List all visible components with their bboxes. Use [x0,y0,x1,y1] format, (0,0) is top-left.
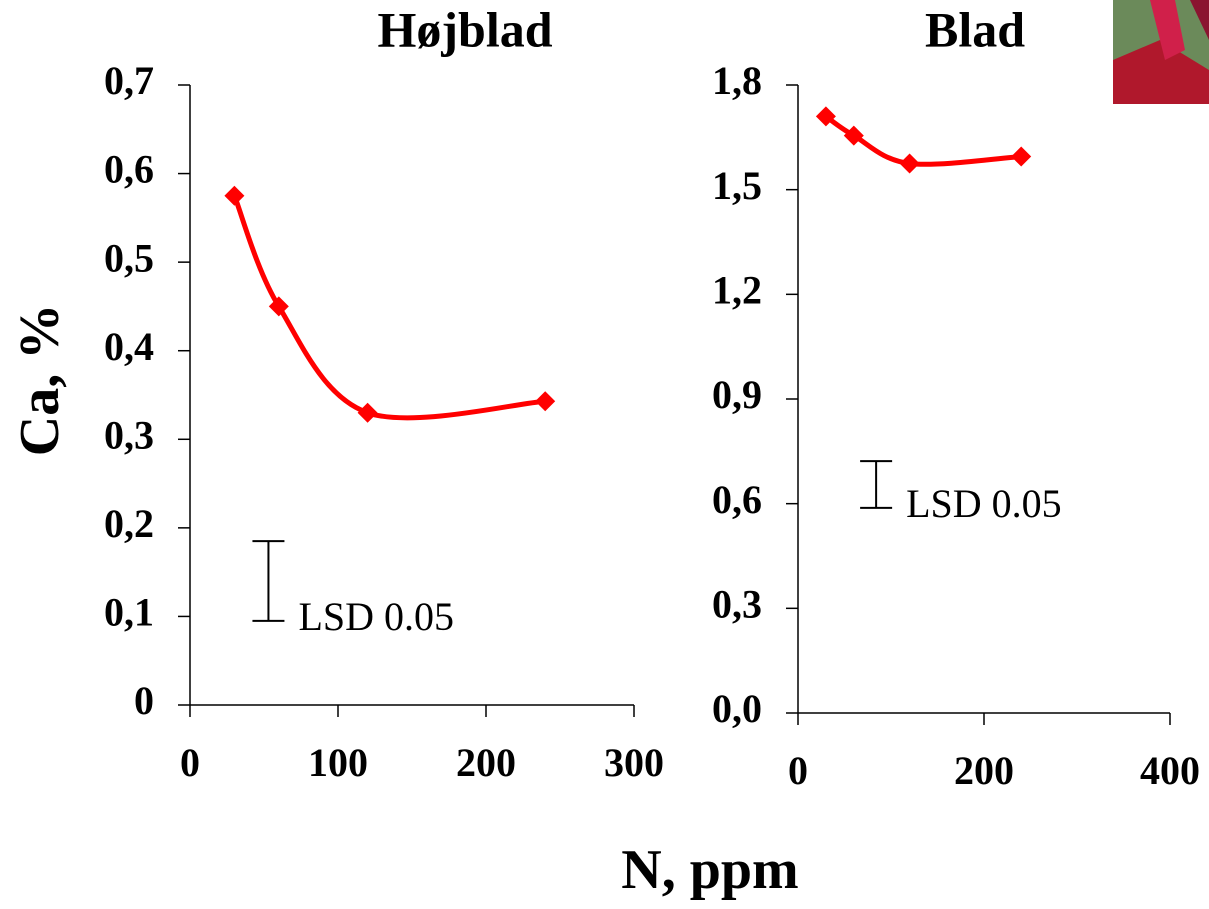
marker [357,402,378,423]
y-tick-label: 0,3 [712,582,762,627]
marker [843,125,864,146]
series-line [232,194,546,421]
y-tick-label: 1,8 [712,58,762,103]
y-tick-label: 0,0 [712,686,762,731]
x-tick-label: 400 [1140,748,1200,793]
marker [535,391,556,412]
y-tick-label: 0 [134,678,154,723]
y-tick-label: 1,5 [712,163,762,208]
x-axis-label: N, ppm [621,839,798,901]
y-tick-label: 0,6 [712,477,762,522]
marker [899,153,920,174]
x-tick-label: 300 [604,740,664,785]
photo [1113,0,1209,104]
lsd-bar [860,460,893,509]
y-tick-label: 0,4 [104,324,154,369]
y-tick-label: 0,2 [104,501,154,546]
y-tick-label: 0,7 [104,58,154,103]
x-tick-label: 0 [788,748,808,793]
y-tick-label: 0,3 [104,412,154,457]
x-tick-label: 0 [180,740,200,785]
marker [1011,146,1032,167]
y-tick-label: 0,1 [104,590,154,635]
x-tick-label: 200 [954,748,1014,793]
y-tick-label: 1,2 [712,268,762,313]
lsd-bar [252,540,285,622]
lsd-label: LSD 0.05 [298,594,454,639]
x-tick-label: 200 [456,740,516,785]
y-tick-label: 0,9 [712,372,762,417]
y-axis-label: Ca, % [9,304,71,456]
lsd-label: LSD 0.05 [906,481,1062,526]
series-line [824,114,1022,167]
chart-title: Blad [925,1,1025,57]
marker [224,185,245,206]
marker [268,296,289,317]
y-tick-label: 0,5 [104,235,154,280]
chart-title: Højblad [377,1,552,57]
y-tick-label: 0,6 [104,147,154,192]
x-tick-label: 100 [308,740,368,785]
marker [815,106,836,127]
